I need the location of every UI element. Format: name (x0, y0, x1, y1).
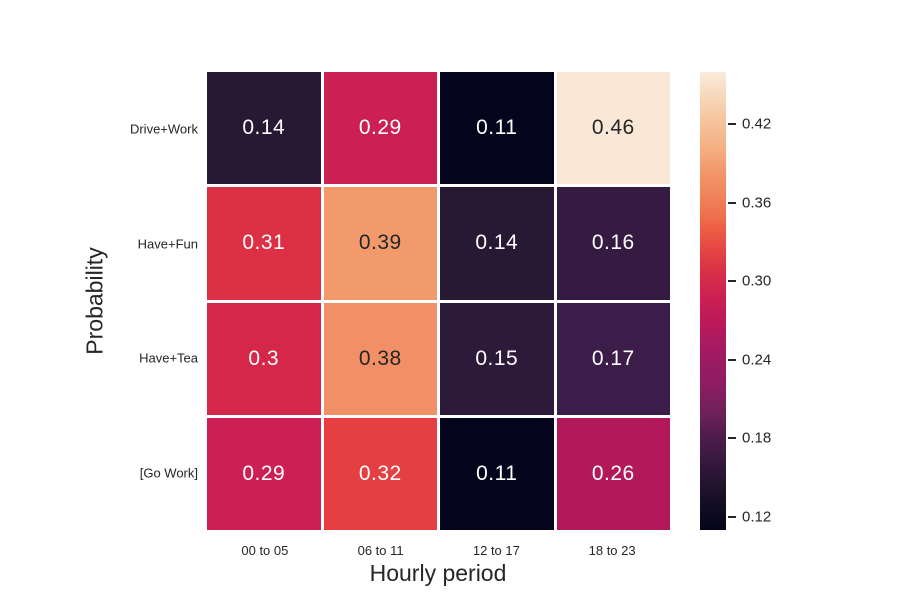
heatmap-cell: 0.31 (207, 187, 321, 300)
heatmap-cell: 0.39 (323, 187, 437, 300)
colorbar-tick-label: 0.36 (742, 194, 772, 212)
heatmap-cell: 0.16 (556, 187, 670, 300)
heatmap-cell: 0.29 (207, 417, 321, 530)
y-tick-label: Have+Fun (137, 236, 198, 252)
heatmap-cell: 0.46 (556, 72, 670, 185)
colorbar (700, 72, 726, 530)
x-tick-label: 06 to 11 (357, 543, 404, 558)
colorbar-tick-dash (728, 123, 736, 126)
heatmap-cell: 0.3 (207, 302, 321, 415)
y-tick-label: [Go Work] (139, 465, 198, 481)
heatmap-grid: 0.14 0.29 0.11 0.46 0.31 0.39 0.14 0.16 0.3 0.38 0… (207, 72, 670, 530)
colorbar-tick-dash (728, 437, 736, 440)
x-tick-label: 00 to 05 (241, 543, 289, 558)
heatmap-cell: 0.14 (440, 187, 554, 300)
x-tick-label: 12 to 17 (472, 543, 520, 558)
colorbar-tick-label: 0.12 (742, 508, 772, 526)
heatmap-cell: 0.11 (440, 72, 554, 185)
colorbar-tick-dash (728, 201, 736, 204)
heatmap-cell: 0.32 (323, 417, 437, 530)
heatmap-cell: 0.15 (440, 302, 554, 415)
colorbar-tick-label: 0.30 (742, 272, 772, 290)
y-tick-label: Drive+Work (129, 121, 198, 137)
heatmap-cell: 0.38 (323, 302, 437, 415)
x-axis-title: Hourly period (369, 560, 507, 586)
heatmap-cell: 0.11 (440, 417, 554, 530)
x-tick-label: 18 to 23 (588, 543, 636, 558)
colorbar-tick-label: 0.18 (742, 429, 772, 447)
colorbar-tick-dash (728, 515, 736, 518)
y-tick-label: Have+Tea (139, 350, 198, 366)
heatmap-cell: 0.29 (323, 72, 437, 185)
colorbar-tick-label: 0.24 (742, 351, 772, 369)
heatmap-cell: 0.14 (207, 72, 321, 185)
y-axis-title: Probability (81, 247, 108, 355)
colorbar-tick-label: 0.42 (742, 115, 772, 133)
heatmap-cell: 0.17 (556, 302, 670, 415)
heatmap-cell: 0.26 (556, 417, 670, 530)
colorbar-tick-dash (728, 358, 736, 361)
colorbar-tick-dash (728, 280, 736, 283)
